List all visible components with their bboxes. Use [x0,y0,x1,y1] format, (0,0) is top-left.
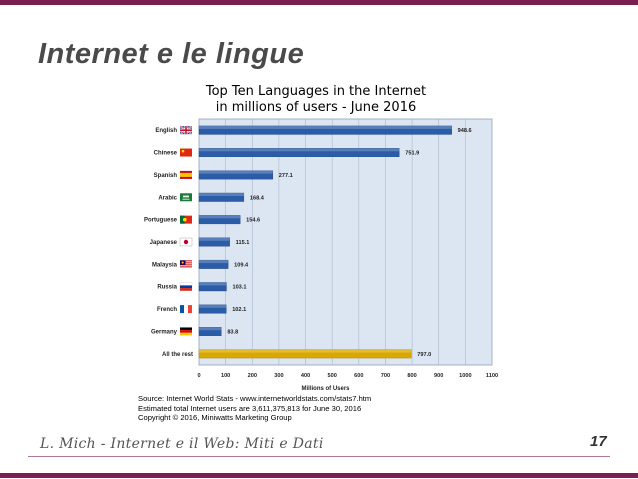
bar [198,215,241,225]
plot-area [198,118,493,366]
source-line: Source: Internet World Stats - www.inter… [138,394,372,403]
data-label: 168.4 [250,195,265,201]
bar-highlight [199,260,229,264]
x-tick-label: 1000 [459,373,471,379]
bar-highlight [199,237,230,241]
x-tick-label: 900 [434,373,443,379]
category-label: French [157,307,177,313]
saudi-arabia-flag-icon [180,193,192,202]
footer-credit: L. Mich - Internet e il Web: Miti e Dati [40,436,324,452]
bar [198,125,452,135]
bar [198,170,274,180]
source-line: Estimated total Internet users are 3,611… [138,403,362,413]
bar-highlight [199,349,412,353]
data-label: 115.1 [236,240,250,246]
malaysia-flag-icon [180,260,192,269]
data-label: 102.1 [232,307,246,313]
category-label: Germany [151,329,178,335]
source-line: Copyright © 2016, Miniwatts Marketing Gr… [138,413,292,423]
data-label: 751.9 [405,151,419,157]
france-flag-icon [180,305,192,314]
data-label: 109.4 [234,262,249,268]
bar-highlight [199,193,244,196]
category-label: Arabic [158,195,177,201]
bar [198,349,412,359]
slide-title: Internet e le lingue [38,38,305,70]
category-label: All the rest [162,352,193,358]
page-number: 17 [590,433,607,450]
bar-highlight [199,125,452,129]
chart-title-block: Top Ten Languages in the Internet in mil… [180,84,452,116]
uk-flag-icon [179,125,193,135]
top-accent-bar [0,0,638,5]
x-tick-label: 400 [301,373,310,379]
data-label: 83.8 [227,329,238,335]
data-label: 797.0 [417,352,431,358]
x-tick-label: 700 [381,373,390,379]
data-label: 277.1 [279,173,293,179]
bar-highlight [199,327,222,331]
category-label: Spanish [154,173,178,179]
russia-flag-icon [179,282,193,291]
category-label: Russia [157,285,177,291]
bar-chart: 0 100 200 300 400 500 600 700 800 900 1000 1100 Mill… [144,118,498,392]
data-label: 948.6 [458,128,472,134]
bar [198,259,229,269]
category-label: Portuguese [144,218,178,224]
category-label: Chinese [154,151,178,157]
china-flag-icon [180,148,192,157]
data-label: 103.1 [232,285,246,291]
x-tick-label: 0 [197,373,200,379]
data-label: 154.6 [246,218,260,224]
chart-title: Top Ten Languages in the Internet [205,84,427,99]
bar [198,282,227,292]
bar [198,148,400,157]
source-note: Source: Internet World Stats - www.inter… [138,394,371,423]
bar-highlight [199,170,273,174]
x-tick-label: 1100 [486,373,498,379]
japan-flag-icon [179,237,193,247]
germany-flag-icon [180,327,192,336]
x-tick-label: 600 [354,373,363,379]
bar [198,304,227,314]
footer-divider [28,456,610,457]
x-tick-label: 500 [328,373,337,379]
bar-highlight [199,148,400,152]
bar [198,237,230,247]
bar [198,192,245,202]
bar [198,327,222,336]
x-tick-label: 100 [221,373,230,379]
category-label: Japanese [150,240,178,246]
bar-highlight [199,215,241,219]
x-tick-label: 800 [407,373,416,379]
bar-highlight [199,282,227,286]
category-label: English [155,128,177,134]
category-label: Malaysia [152,262,178,268]
bottom-accent-bar [0,473,638,478]
portugal-flag-icon [180,215,192,224]
bar-highlight [199,304,227,308]
spain-flag-icon [180,170,192,179]
x-tick-label: 300 [274,373,283,379]
x-axis-label: Millions of Users [301,386,350,392]
chart-subtitle: in millions of users - June 2016 [215,100,417,115]
x-tick-label: 200 [248,373,257,379]
